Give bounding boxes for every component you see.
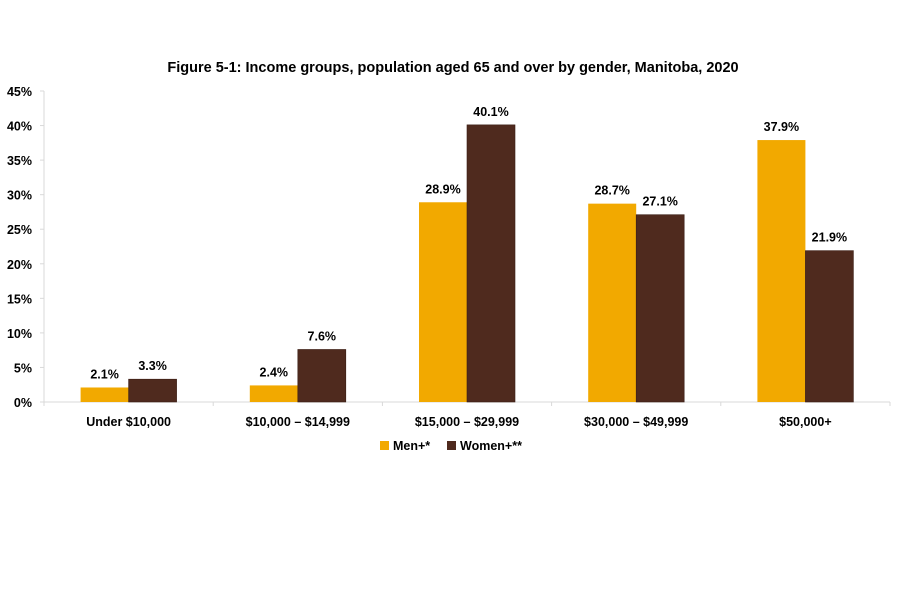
data-label: 28.9% (425, 182, 460, 196)
data-label: 7.6% (308, 329, 337, 343)
bar-women (128, 378, 177, 403)
legend-label-men: Men+* (393, 439, 430, 453)
bar-women (805, 250, 854, 403)
data-label: 2.4% (260, 365, 289, 379)
legend-swatch-men (380, 441, 389, 450)
y-tick-label: 0% (14, 396, 32, 410)
data-label: 3.3% (138, 359, 167, 373)
x-tick-label: Under $10,000 (86, 415, 171, 429)
bar-men (80, 387, 129, 402)
axes: 0% 5% 10% 15% 20% 25% 30% 35% 40% 45% Under $10,00… (7, 85, 891, 429)
chart-title: Figure 5-1: Income groups, population ag… (167, 60, 738, 76)
data-label: 21.9% (812, 231, 847, 245)
legend-label-women: Women+** (460, 439, 522, 453)
x-tick-label: $30,000 – $49,999 (584, 415, 688, 429)
y-tick-label: 30% (7, 189, 32, 203)
x-tick-label: $10,000 – $14,999 (246, 415, 350, 429)
bar-men (757, 140, 806, 402)
data-label: 40.1% (473, 105, 508, 119)
bar-women (297, 349, 347, 403)
x-tick-label: $15,000 – $29,999 (415, 415, 519, 429)
y-tick-label: 45% (7, 85, 32, 99)
y-tick-label: 20% (7, 258, 32, 272)
y-tick-label: 25% (7, 223, 32, 237)
bars: 2.1% 3.3% 2.4% 7.6% 28.9% 40.1% 28.7% 27.1% 37.9… (80, 105, 854, 403)
y-tick-label: 10% (7, 327, 32, 341)
bar-women (635, 214, 685, 403)
legend-swatch-women (447, 441, 456, 450)
y-tick-label: 15% (7, 292, 32, 306)
legend: Men+* Women+** (380, 439, 522, 453)
x-tick-label: $50,000+ (779, 415, 831, 429)
data-label: 28.7% (594, 184, 629, 198)
bar-women (466, 124, 516, 403)
y-tick-label: 5% (14, 361, 32, 375)
data-label: 2.1% (90, 367, 119, 381)
bar-men (249, 385, 298, 402)
data-label: 37.9% (764, 120, 799, 134)
y-tick-label: 40% (7, 120, 32, 134)
bar-men (588, 203, 637, 402)
bar-men (419, 202, 467, 402)
data-label: 27.1% (642, 195, 677, 209)
y-tick-label: 35% (7, 154, 32, 168)
